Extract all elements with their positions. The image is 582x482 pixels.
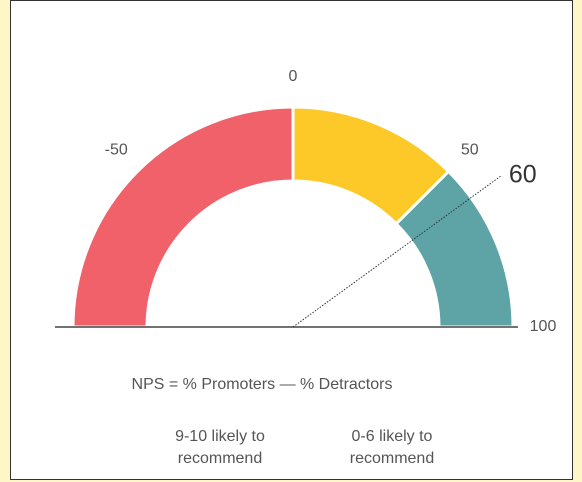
note: recommend bbox=[178, 450, 262, 467]
formula: NPS = % Promoters — % Detractors bbox=[132, 376, 393, 393]
needle bbox=[292, 175, 502, 328]
note: 0-6 likely to bbox=[352, 428, 433, 445]
tick-label: 50 bbox=[461, 141, 479, 158]
tick-label: 0 bbox=[289, 68, 298, 85]
note: recommend bbox=[350, 450, 434, 467]
note: 9-10 likely to bbox=[175, 428, 265, 445]
gauge-band bbox=[71, 105, 295, 329]
tick-label: 100 bbox=[530, 318, 557, 335]
tick-label: -50 bbox=[105, 141, 128, 158]
value-label: 60 bbox=[509, 161, 537, 189]
